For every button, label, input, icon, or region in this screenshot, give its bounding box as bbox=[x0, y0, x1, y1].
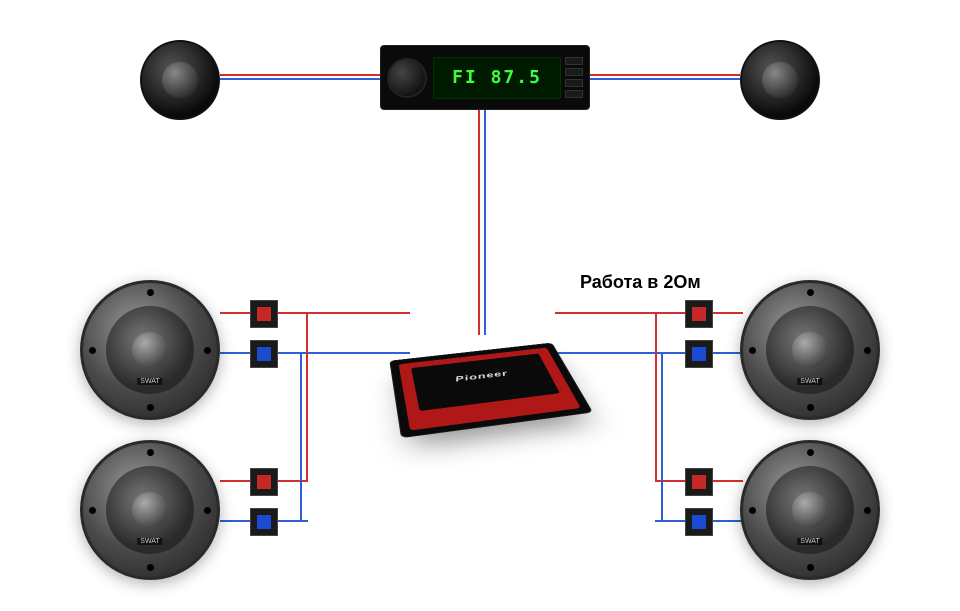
midrange-speaker-2: SWAT bbox=[80, 440, 220, 580]
speaker-brand-label: SWAT bbox=[797, 538, 822, 545]
wire-red bbox=[713, 480, 743, 482]
connector-terminal bbox=[692, 515, 706, 529]
speaker-frame: SWAT bbox=[740, 440, 880, 580]
connector-terminal bbox=[257, 347, 271, 361]
connector-blue-8 bbox=[685, 508, 713, 536]
wire-red bbox=[278, 312, 410, 314]
wire-blue bbox=[590, 78, 740, 80]
speaker-frame: SWAT bbox=[80, 440, 220, 580]
connector-red-3 bbox=[250, 468, 278, 496]
wire-blue bbox=[484, 110, 486, 335]
wire-blue bbox=[713, 352, 743, 354]
midrange-speaker-4: SWAT bbox=[740, 440, 880, 580]
wire-red bbox=[713, 312, 743, 314]
midrange-speaker-1: SWAT bbox=[80, 280, 220, 420]
tweeter-dome bbox=[162, 62, 198, 98]
wire-red bbox=[220, 74, 380, 76]
wire-red bbox=[590, 74, 740, 76]
speaker-frame: SWAT bbox=[80, 280, 220, 420]
wire-red bbox=[655, 312, 657, 482]
head-unit-buttons bbox=[565, 57, 583, 98]
wire-red bbox=[220, 312, 250, 314]
tweeter-2 bbox=[740, 40, 820, 120]
connector-blue-2 bbox=[250, 340, 278, 368]
wire-blue bbox=[278, 352, 410, 354]
speaker-dustcap bbox=[132, 332, 168, 368]
connector-red-1 bbox=[250, 300, 278, 328]
wire-blue bbox=[655, 520, 685, 522]
tweeter-dome bbox=[762, 62, 798, 98]
connector-terminal bbox=[257, 515, 271, 529]
wire-blue bbox=[220, 352, 250, 354]
speaker-brand-label: SWAT bbox=[137, 538, 162, 545]
connector-terminal bbox=[257, 307, 271, 321]
wire-red bbox=[306, 312, 308, 482]
midrange-speaker-3: SWAT bbox=[740, 280, 880, 420]
head-unit-knob bbox=[387, 58, 427, 98]
wire-blue bbox=[661, 352, 663, 522]
wire-blue bbox=[713, 520, 743, 522]
wire-blue bbox=[220, 520, 250, 522]
wire-blue bbox=[278, 520, 308, 522]
speaker-dustcap bbox=[132, 492, 168, 528]
amplifier-brand-label: Pioneer bbox=[454, 369, 509, 383]
connector-terminal bbox=[692, 475, 706, 489]
connector-red-5 bbox=[685, 300, 713, 328]
wire-red bbox=[220, 480, 250, 482]
connector-blue-6 bbox=[685, 340, 713, 368]
head-unit-display: FI 87.5 bbox=[433, 57, 561, 99]
wire-red bbox=[478, 110, 480, 335]
diagram-caption: Работа в 2Ом bbox=[580, 272, 701, 293]
wire-red bbox=[278, 480, 308, 482]
connector-red-7 bbox=[685, 468, 713, 496]
speaker-dustcap bbox=[792, 332, 828, 368]
tweeter-1 bbox=[140, 40, 220, 120]
connector-blue-4 bbox=[250, 508, 278, 536]
speaker-frame: SWAT bbox=[740, 280, 880, 420]
tweeter-cone bbox=[140, 40, 220, 120]
connector-terminal bbox=[692, 307, 706, 321]
tweeter-cone bbox=[740, 40, 820, 120]
connector-terminal bbox=[257, 475, 271, 489]
head-unit: FI 87.5 bbox=[380, 45, 590, 110]
connector-terminal bbox=[692, 347, 706, 361]
speaker-brand-label: SWAT bbox=[797, 378, 822, 385]
wire-blue bbox=[300, 352, 302, 522]
wire-blue bbox=[220, 78, 380, 80]
wire-red bbox=[555, 312, 685, 314]
amplifier: Pioneer bbox=[395, 320, 575, 450]
speaker-brand-label: SWAT bbox=[137, 378, 162, 385]
wire-red bbox=[655, 480, 685, 482]
speaker-dustcap bbox=[792, 492, 828, 528]
